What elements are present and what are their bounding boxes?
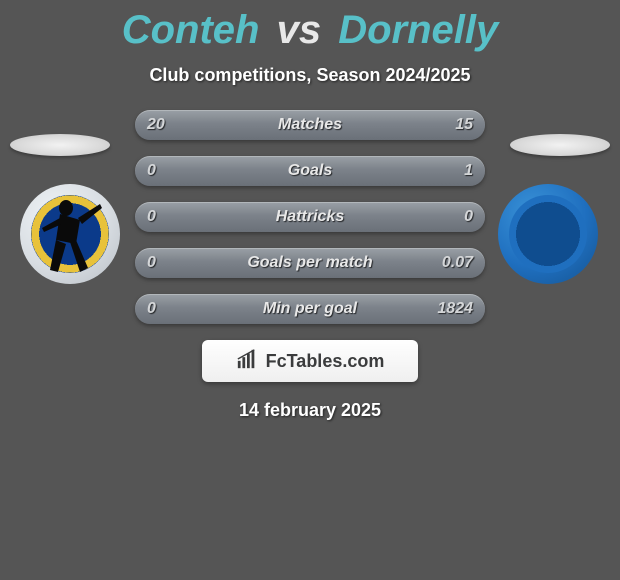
page-title: Conteh vs Dornelly: [0, 8, 620, 53]
stat-right-value: 1: [464, 156, 473, 186]
stat-label: Goals: [135, 156, 485, 186]
brand-badge[interactable]: FcTables.com: [202, 340, 418, 382]
title-vs: vs: [277, 8, 322, 52]
stat-right-value: 1824: [437, 294, 473, 324]
stat-row-matches: 20 Matches 15: [135, 110, 485, 140]
subtitle: Club competitions, Season 2024/2025: [0, 65, 620, 86]
team-right-crest: [498, 184, 598, 284]
team-right-crest-inner: [509, 195, 587, 273]
stat-row-hattricks: 0 Hattricks 0: [135, 202, 485, 232]
brand-text: FcTables.com: [266, 351, 385, 372]
stat-right-value: 0.07: [442, 248, 473, 278]
player1-name: Conteh: [122, 8, 260, 52]
stat-row-min-per-goal: 0 Min per goal 1824: [135, 294, 485, 324]
stat-row-goals: 0 Goals 1: [135, 156, 485, 186]
stat-label: Goals per match: [135, 248, 485, 278]
stat-label: Matches: [135, 110, 485, 140]
stat-label: Min per goal: [135, 294, 485, 324]
stat-label: Hattricks: [135, 202, 485, 232]
stat-bars: 20 Matches 15 0 Goals 1 0 Hattricks 0 0 …: [135, 110, 485, 324]
snapshot-date: 14 february 2025: [0, 400, 620, 421]
bar-chart-icon: [236, 348, 258, 375]
stat-right-value: 0: [464, 202, 473, 232]
team-left-crest-figure: [36, 194, 106, 276]
stat-right-value: 15: [455, 110, 473, 140]
stat-row-goals-per-match: 0 Goals per match 0.07: [135, 248, 485, 278]
player1-photo-placeholder: [10, 134, 110, 156]
player2-photo-placeholder: [510, 134, 610, 156]
comparison-card: Conteh vs Dornelly Club competitions, Se…: [0, 8, 620, 580]
player2-name: Dornelly: [338, 8, 498, 52]
